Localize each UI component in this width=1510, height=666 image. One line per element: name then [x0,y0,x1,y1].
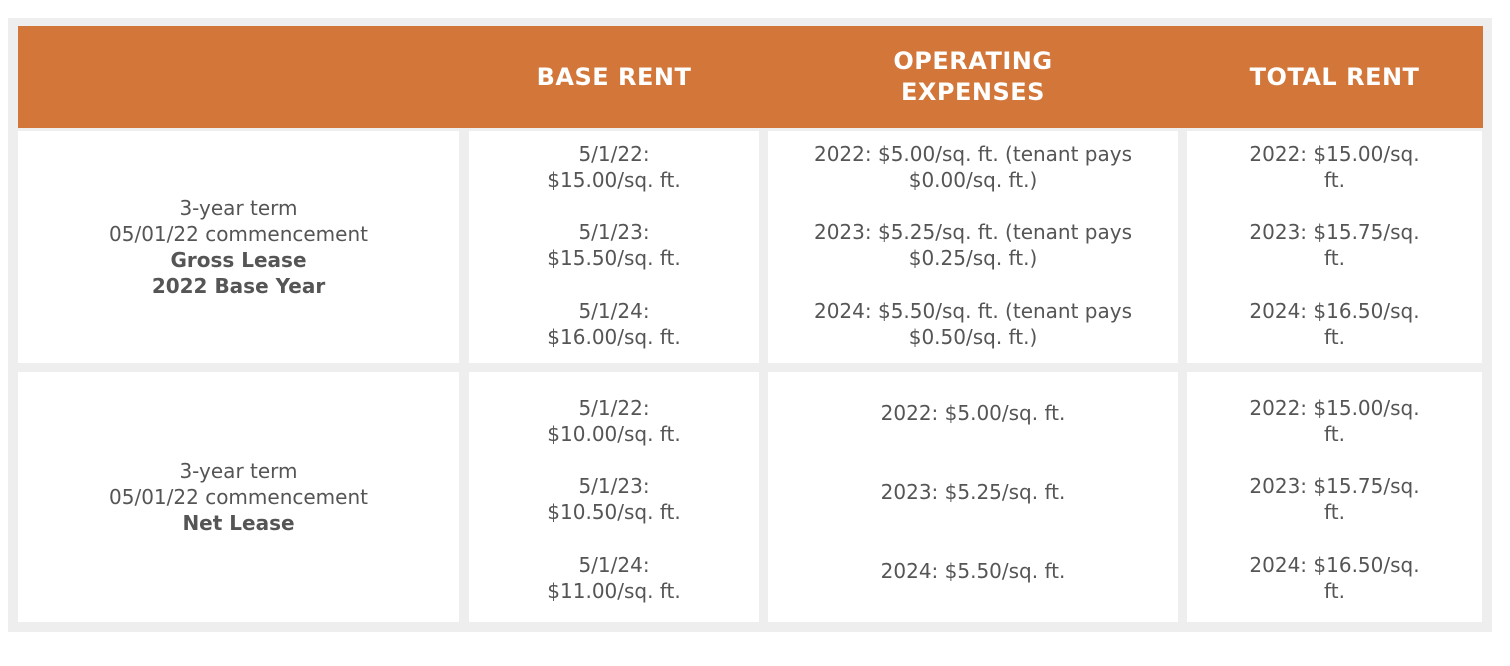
commencement-text: 05/01/22 commencement [109,222,368,246]
term-text: 3-year term [179,196,298,220]
header-total-rent: TOTAL RENT [1249,62,1420,91]
opex-entry: 2022: $5.00/sq. ft. (tenant pays $0.00/s… [768,141,1178,193]
opex-line: 2024: $5.50/sq. ft. [880,559,1066,583]
base-rent-entry: 5/1/23: $15.50/sq. ft. [469,219,759,271]
total-rent-unit: ft. [1324,500,1345,524]
opex-entry: 2022: $5.00/sq. ft. [768,400,1178,426]
base-rent-amount: $10.50/sq. ft. [547,500,681,524]
commencement-text: 05/01/22 commencement [109,485,368,509]
total-rent-entry: 2024: $16.50/sq. ft. [1187,298,1482,350]
base-rent-date: 5/1/22: [578,396,650,420]
total-rent-unit: ft. [1324,246,1345,270]
opex-line: 2022: $5.00/sq. ft. (tenant pays [813,142,1133,166]
base-rent-entry: 5/1/24: $16.00/sq. ft. [469,298,759,350]
base-rent-date: 5/1/24: [578,553,650,577]
total-rent-line: 2022: $15.00/sq. [1249,142,1420,166]
operating-expenses-cell-gross: 2022: $5.00/sq. ft. (tenant pays $0.00/s… [768,131,1178,363]
opex-line: 2023: $5.25/sq. ft. [880,480,1066,504]
lease-description-gross: 3-year term 05/01/22 commencement Gross … [18,131,459,363]
operating-expenses-cell-net: 2022: $5.00/sq. ft. 2023: $5.25/sq. ft. … [768,372,1178,622]
base-rent-entry: 5/1/23: $10.50/sq. ft. [469,473,759,525]
total-rent-line: 2023: $15.75/sq. [1249,474,1420,498]
total-rent-entry: 2024: $16.50/sq. ft. [1187,552,1482,604]
opex-line: 2022: $5.00/sq. ft. [880,401,1066,425]
base-rent-amount: $16.00/sq. ft. [547,325,681,349]
opex-tenant-pays: $0.25/sq. ft.) [908,246,1038,270]
total-rent-line: 2024: $16.50/sq. [1249,299,1420,323]
base-rent-date: 5/1/23: [578,474,650,498]
base-rent-date: 5/1/23: [578,220,650,244]
lease-type: Net Lease [182,511,295,535]
total-rent-unit: ft. [1324,168,1345,192]
total-rent-line: 2024: $16.50/sq. [1249,553,1420,577]
opex-tenant-pays: $0.50/sq. ft.) [908,325,1038,349]
opex-entry: 2023: $5.25/sq. ft. (tenant pays $0.25/s… [768,219,1178,271]
base-rent-entry: 5/1/24: $11.00/sq. ft. [469,552,759,604]
total-rent-entry: 2022: $15.00/sq. ft. [1187,395,1482,447]
base-rent-cell-net: 5/1/22: $10.00/sq. ft. 5/1/23: $10.50/sq… [469,372,759,622]
opex-entry: 2024: $5.50/sq. ft. (tenant pays $0.50/s… [768,298,1178,350]
opex-entry: 2024: $5.50/sq. ft. [768,558,1178,584]
total-rent-cell-net: 2022: $15.00/sq. ft. 2023: $15.75/sq. ft… [1187,372,1482,622]
base-rent-amount: $15.50/sq. ft. [547,246,681,270]
total-rent-unit: ft. [1324,579,1345,603]
table-header: BASE RENT OPERATING EXPENSES TOTAL RENT [18,26,1483,128]
term-text: 3-year term [179,459,298,483]
total-rent-line: 2023: $15.75/sq. [1249,220,1420,244]
base-rent-date: 5/1/24: [578,299,650,323]
total-rent-unit: ft. [1324,422,1345,446]
total-rent-entry: 2023: $15.75/sq. ft. [1187,473,1482,525]
base-rent-entry: 5/1/22: $15.00/sq. ft. [469,141,759,193]
header-empty-cell [18,26,459,128]
total-rent-cell-gross: 2022: $15.00/sq. ft. 2023: $15.75/sq. ft… [1187,131,1482,363]
header-operating-expenses: OPERATING EXPENSES [893,47,1053,106]
base-year: 2022 Base Year [151,274,326,298]
header-base-rent: BASE RENT [536,62,692,91]
base-rent-entry: 5/1/22: $10.00/sq. ft. [469,395,759,447]
opex-entry: 2023: $5.25/sq. ft. [768,479,1178,505]
base-rent-amount: $11.00/sq. ft. [547,579,681,603]
base-rent-date: 5/1/22: [578,142,650,166]
total-rent-entry: 2023: $15.75/sq. ft. [1187,219,1482,271]
opex-tenant-pays: $0.00/sq. ft.) [908,168,1038,192]
total-rent-line: 2022: $15.00/sq. [1249,396,1420,420]
opex-line: 2023: $5.25/sq. ft. (tenant pays [813,220,1133,244]
lease-description-net: 3-year term 05/01/22 commencement Net Le… [18,372,459,622]
total-rent-unit: ft. [1324,325,1345,349]
base-rent-amount: $15.00/sq. ft. [547,168,681,192]
base-rent-cell-gross: 5/1/22: $15.00/sq. ft. 5/1/23: $15.50/sq… [469,131,759,363]
lease-type: Gross Lease [170,248,307,272]
total-rent-entry: 2022: $15.00/sq. ft. [1187,141,1482,193]
base-rent-amount: $10.00/sq. ft. [547,422,681,446]
opex-line: 2024: $5.50/sq. ft. (tenant pays [813,299,1133,323]
